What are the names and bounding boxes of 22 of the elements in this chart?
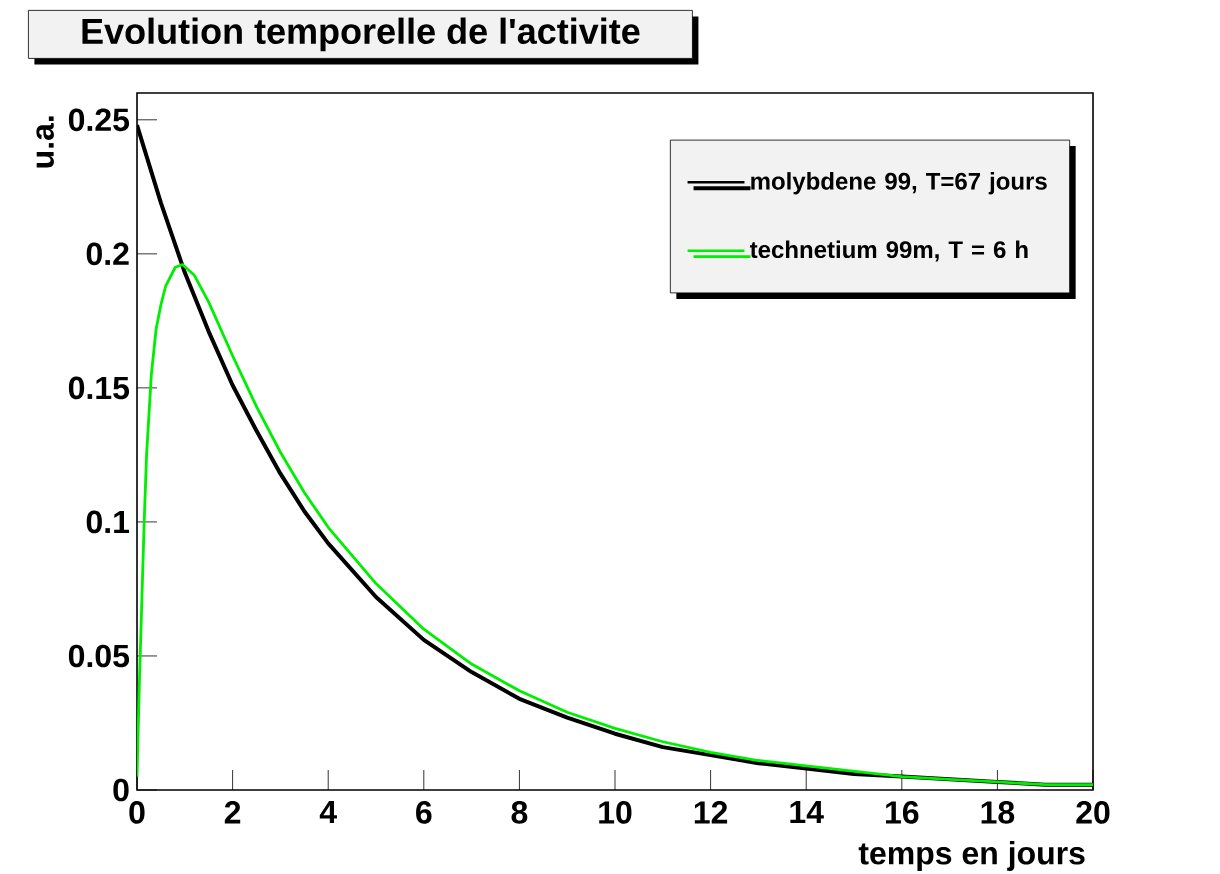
x-tick-label: 18 — [981, 801, 1015, 824]
x-tick-label: 0 — [129, 801, 145, 824]
y-tick-label: 0.1 — [86, 510, 130, 534]
y-tick-label: 0.2 — [86, 242, 129, 266]
legend-label: molybdene 99, T=67 jours — [751, 172, 1047, 195]
y-tick-label: 0.05 — [68, 644, 130, 668]
chart-title: Evolution temporelle de l'activite — [82, 17, 640, 52]
x-tick-label: 2 — [224, 801, 241, 824]
y-tick-label: 0.15 — [68, 376, 130, 400]
x-tick-label: 8 — [511, 801, 528, 824]
x-tick-label: 20 — [1076, 801, 1110, 824]
x-tick-label: 10 — [599, 801, 632, 824]
y-axis-title: u.a. — [36, 116, 54, 168]
y-tick-label: 0.25 — [68, 108, 130, 132]
x-axis-title: temps en jours — [858, 841, 1085, 871]
x-tick-label: 6 — [416, 801, 432, 824]
x-tick-label: 12 — [694, 801, 728, 824]
x-tick-label: 4 — [319, 801, 337, 824]
y-tick-label: 0 — [113, 778, 129, 802]
x-tick-label: 14 — [790, 801, 824, 824]
legend-label: technetium 99m, T = 6 h — [749, 240, 1028, 262]
x-tick-label: 16 — [886, 801, 919, 824]
